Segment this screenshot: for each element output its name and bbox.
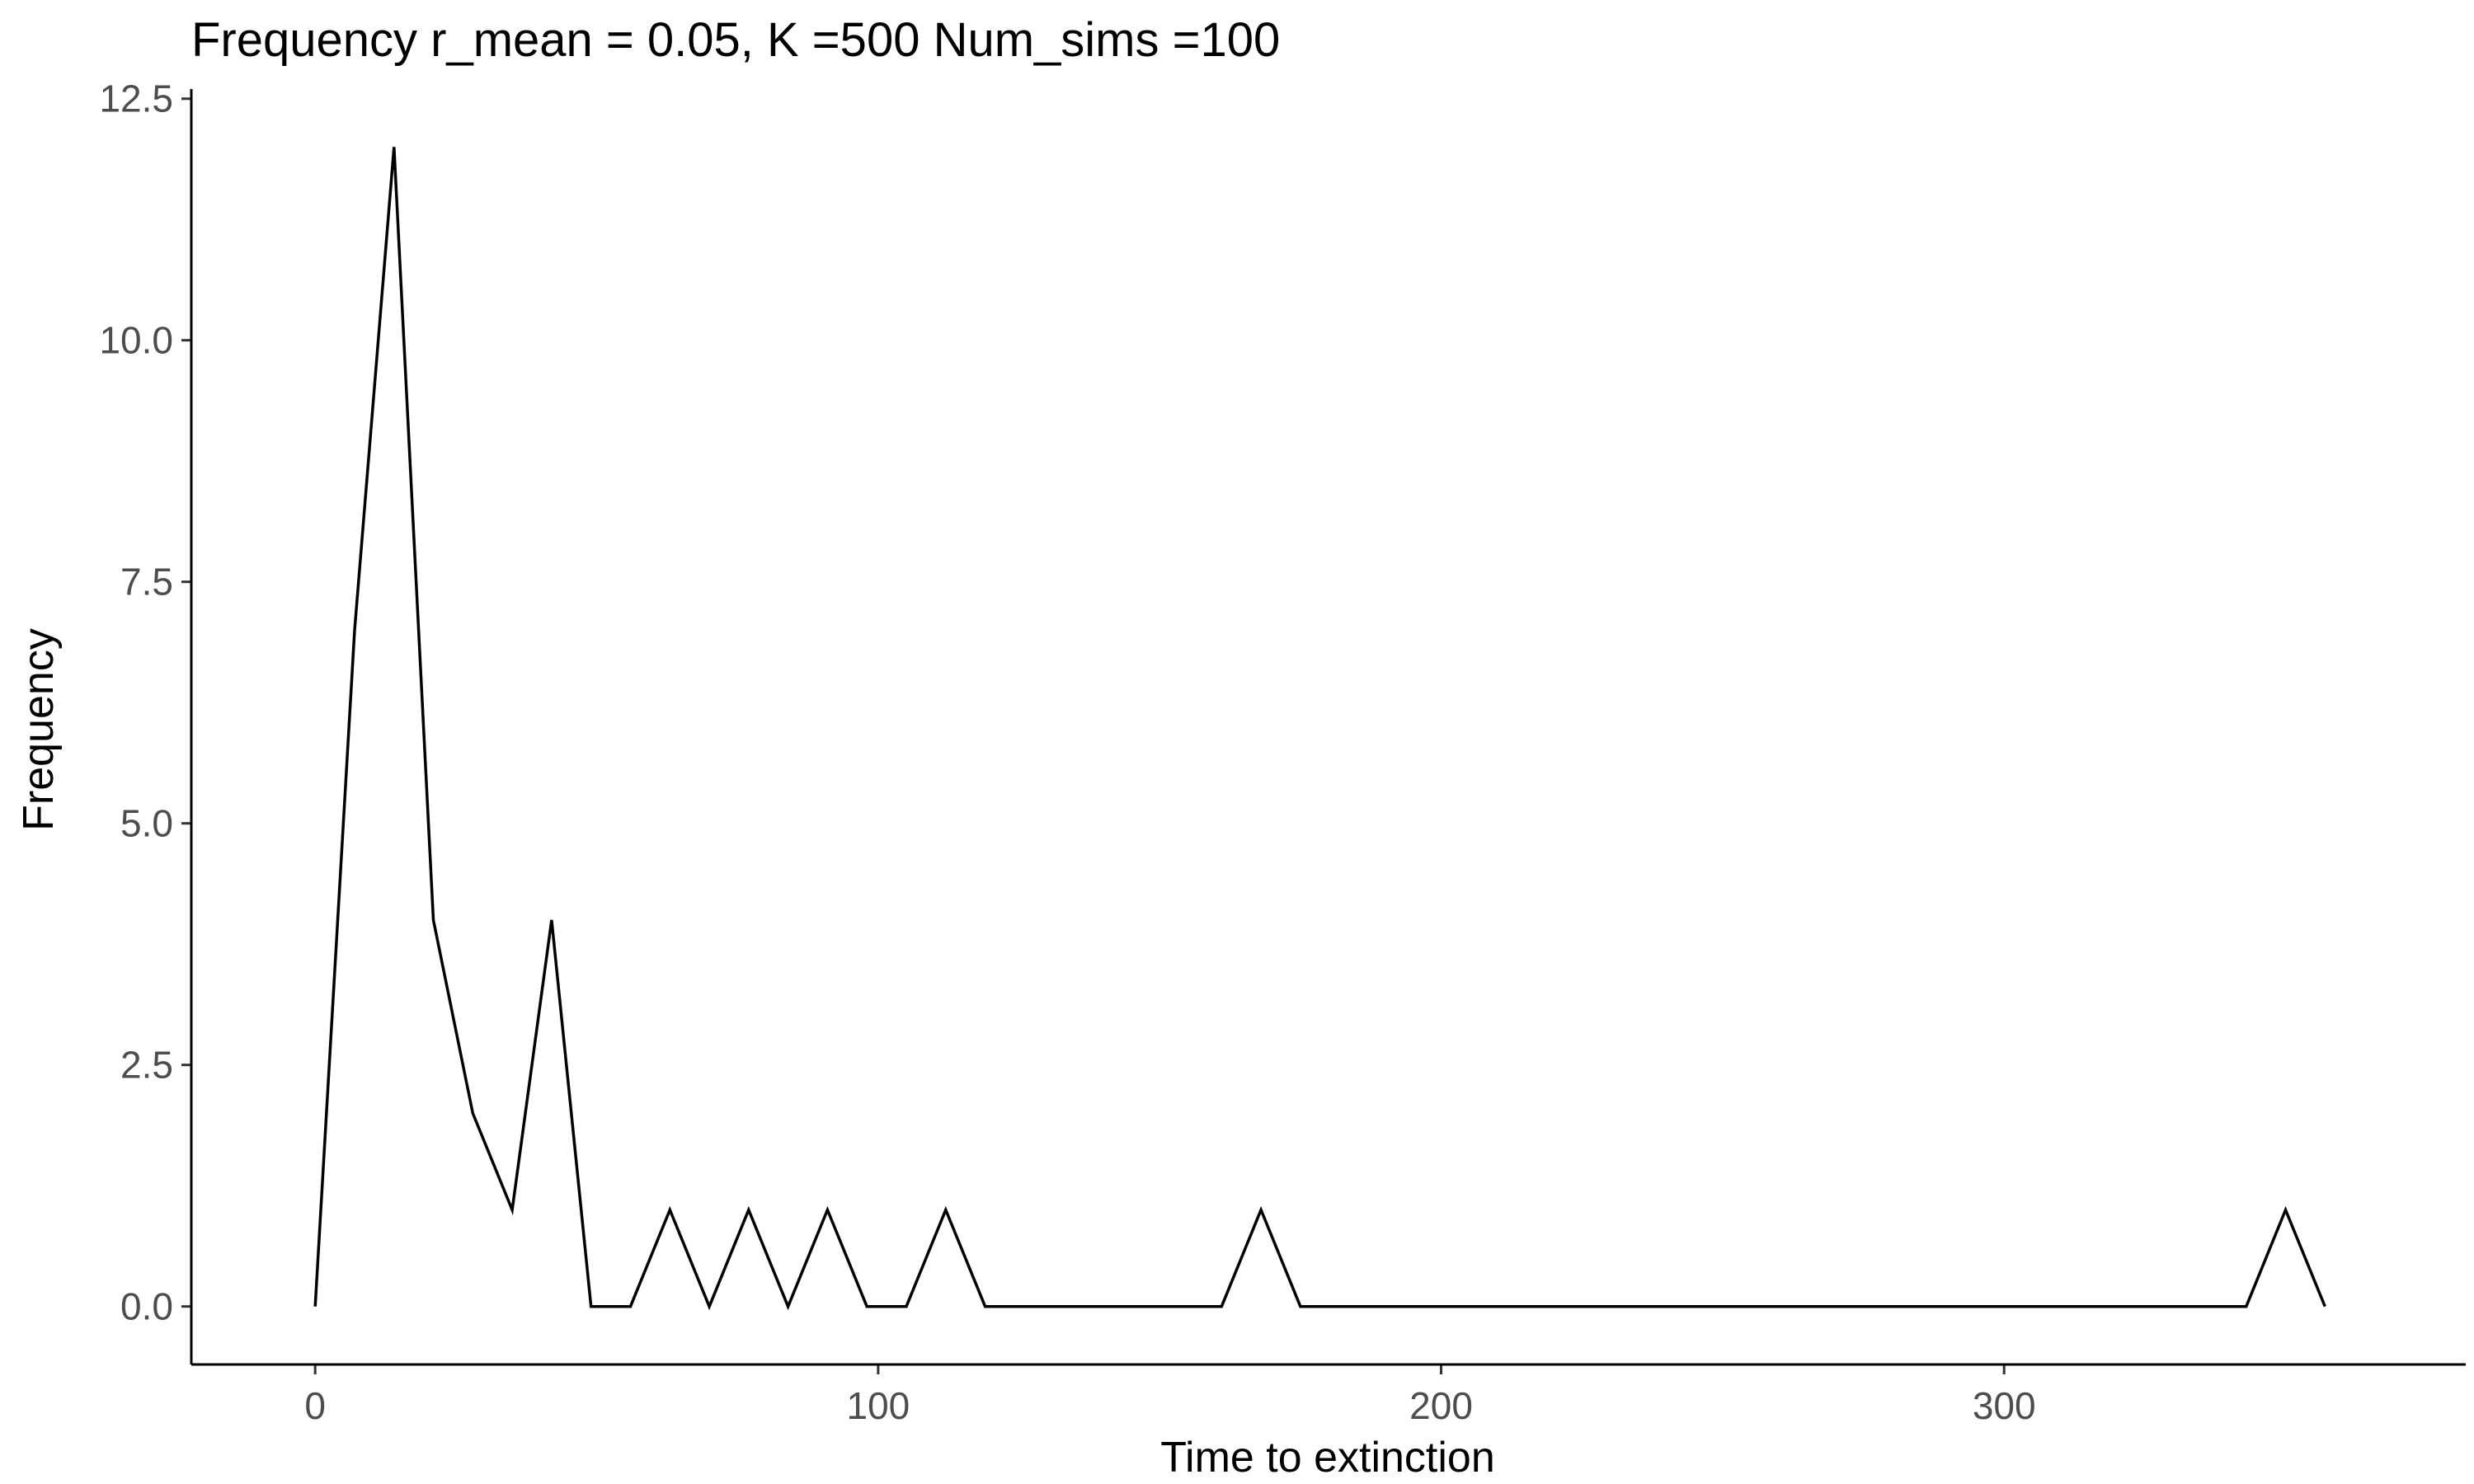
x-tick-label: 300 [1973,1384,2036,1427]
y-tick-label: 7.5 [120,561,173,603]
x-tick-label: 100 [846,1384,910,1427]
y-tick-label: 12.5 [99,77,173,120]
x-tick-label: 200 [1409,1384,1473,1427]
y-tick-label: 2.5 [120,1044,173,1087]
x-tick-label: 0 [304,1384,326,1427]
x-axis-ticks: 0 100 200 300 [304,1364,2036,1427]
x-axis-title: Time to extinction [1160,1434,1495,1482]
series-line [313,147,2326,1311]
y-axis-title: Frequency [15,628,63,831]
y-tick-label: 0.0 [120,1285,173,1328]
series-group [313,147,2326,1311]
y-axis-ticks: 0.0 2.5 5.0 7.5 10.0 12.5 [99,77,191,1328]
chart-title: Frequency r_mean = 0.05, K =500 Num_sims… [191,13,1280,67]
y-tick-label: 5.0 [120,802,173,845]
y-tick-label: 10.0 [99,319,173,362]
